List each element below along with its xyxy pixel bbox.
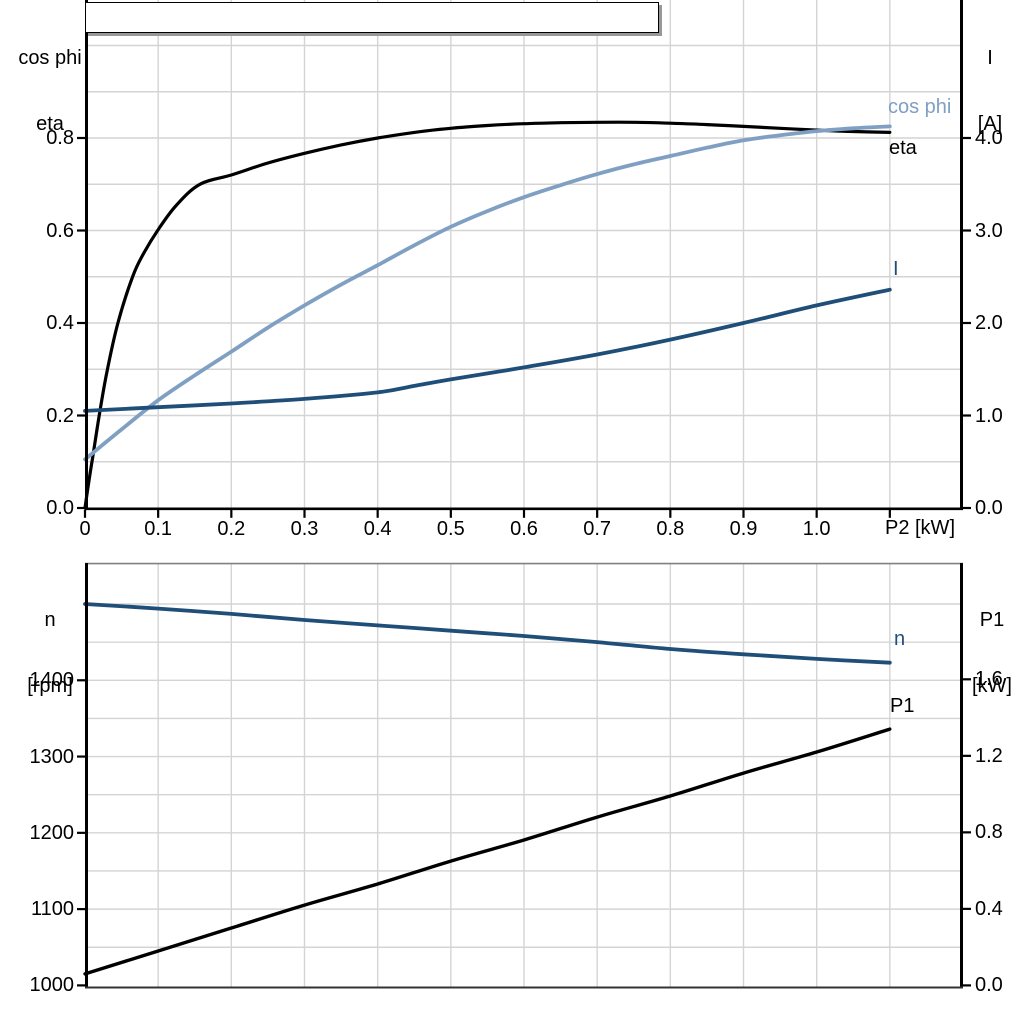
right-axis-tick-label: 0.8 bbox=[975, 821, 1003, 844]
right-axis-tick-label: 1.2 bbox=[975, 744, 1003, 767]
right-axis-tick-label: 4.0 bbox=[975, 127, 1003, 149]
eta-curve bbox=[83, 120, 892, 510]
left-axis-tick-label: 0.0 bbox=[46, 497, 74, 519]
eta-curve-label: eta bbox=[889, 137, 917, 159]
x-axis-tick-label: 0.5 bbox=[436, 518, 465, 540]
kw-unit-label: [kW] bbox=[972, 675, 1012, 697]
current-axis-title: I bbox=[987, 47, 993, 69]
right-axis-tick-label: 1.6 bbox=[975, 668, 1003, 691]
x-axis-tick-label: 0.1 bbox=[144, 518, 173, 540]
left-axis-tick-label: 0.4 bbox=[46, 312, 74, 334]
left-axis-tick-label: 1400 bbox=[29, 669, 75, 692]
cos-phi-curve-label: cos phi bbox=[888, 96, 952, 118]
i-curve bbox=[83, 287, 892, 413]
left-axis-tick-label: 1200 bbox=[29, 821, 75, 844]
right-axis-tick-label: 3.0 bbox=[975, 219, 1003, 242]
top-right-axis-title: I [A] bbox=[958, 3, 1022, 179]
x-axis-unit-label: P2 [kW] bbox=[884, 517, 955, 539]
ampere-unit-label: [A] bbox=[977, 113, 1003, 135]
right-axis-tick-label: 1.0 bbox=[975, 404, 1003, 427]
x-axis-tick-label: 0.3 bbox=[290, 518, 319, 540]
left-axis-tick-label: 0.6 bbox=[46, 219, 74, 242]
cos-phi-curve bbox=[83, 124, 892, 462]
right-axis-tick-label: 2.0 bbox=[975, 312, 1003, 334]
cos-phi-axis-title: cos phi bbox=[18, 47, 82, 69]
left-axis-tick-label: 1000 bbox=[29, 974, 75, 997]
speed-curve-label: n bbox=[894, 628, 906, 650]
rpm-unit-label: [rpm] bbox=[27, 675, 73, 697]
right-axis-tick-label: 0.4 bbox=[975, 897, 1003, 920]
x-axis-tick-label: 0 bbox=[79, 518, 91, 540]
speed-axis-title: n bbox=[44, 609, 56, 631]
left-axis-tick-label: 0.8 bbox=[46, 127, 74, 149]
p1-axis-title: P1 bbox=[979, 609, 1005, 631]
top-left-axis-title: cos phi eta bbox=[8, 3, 92, 179]
x-axis-tick-label: 0.6 bbox=[510, 518, 538, 540]
left-axis-tick-label: 1100 bbox=[30, 898, 74, 921]
chart-title: NB50-125/138 + INNOMOTICS 0.75 kW 3*400 … bbox=[118, 32, 624, 33]
x-axis-tick-label: 0.9 bbox=[729, 518, 758, 540]
right-axis-tick-label: 0.0 bbox=[975, 497, 1003, 519]
x-axis-tick-label: 0.4 bbox=[363, 518, 392, 540]
x-axis-tick-label: 0.8 bbox=[656, 518, 685, 540]
eta-axis-title: eta bbox=[36, 113, 64, 135]
current-curve-label: I bbox=[893, 258, 899, 280]
p1-curve bbox=[83, 727, 892, 976]
right-axis-tick-label: 0.0 bbox=[975, 974, 1003, 997]
x-axis-tick-label: 1.0 bbox=[802, 518, 831, 540]
left-axis-tick-label: 1300 bbox=[29, 745, 75, 768]
x-axis-tick-label: 0.7 bbox=[583, 518, 612, 540]
n-curve bbox=[83, 602, 892, 665]
chart-title-box: NB50-125/138 + INNOMOTICS 0.75 kW 3*400 … bbox=[85, 2, 659, 33]
p1-curve-label: P1 bbox=[890, 695, 915, 717]
left-axis-tick-label: 0.2 bbox=[46, 404, 74, 427]
x-axis-tick-label: 0.2 bbox=[217, 518, 246, 540]
bottom-left-axis-title: n [rpm] bbox=[8, 565, 92, 741]
bottom-right-axis-title: P1 [kW] bbox=[958, 565, 1024, 741]
